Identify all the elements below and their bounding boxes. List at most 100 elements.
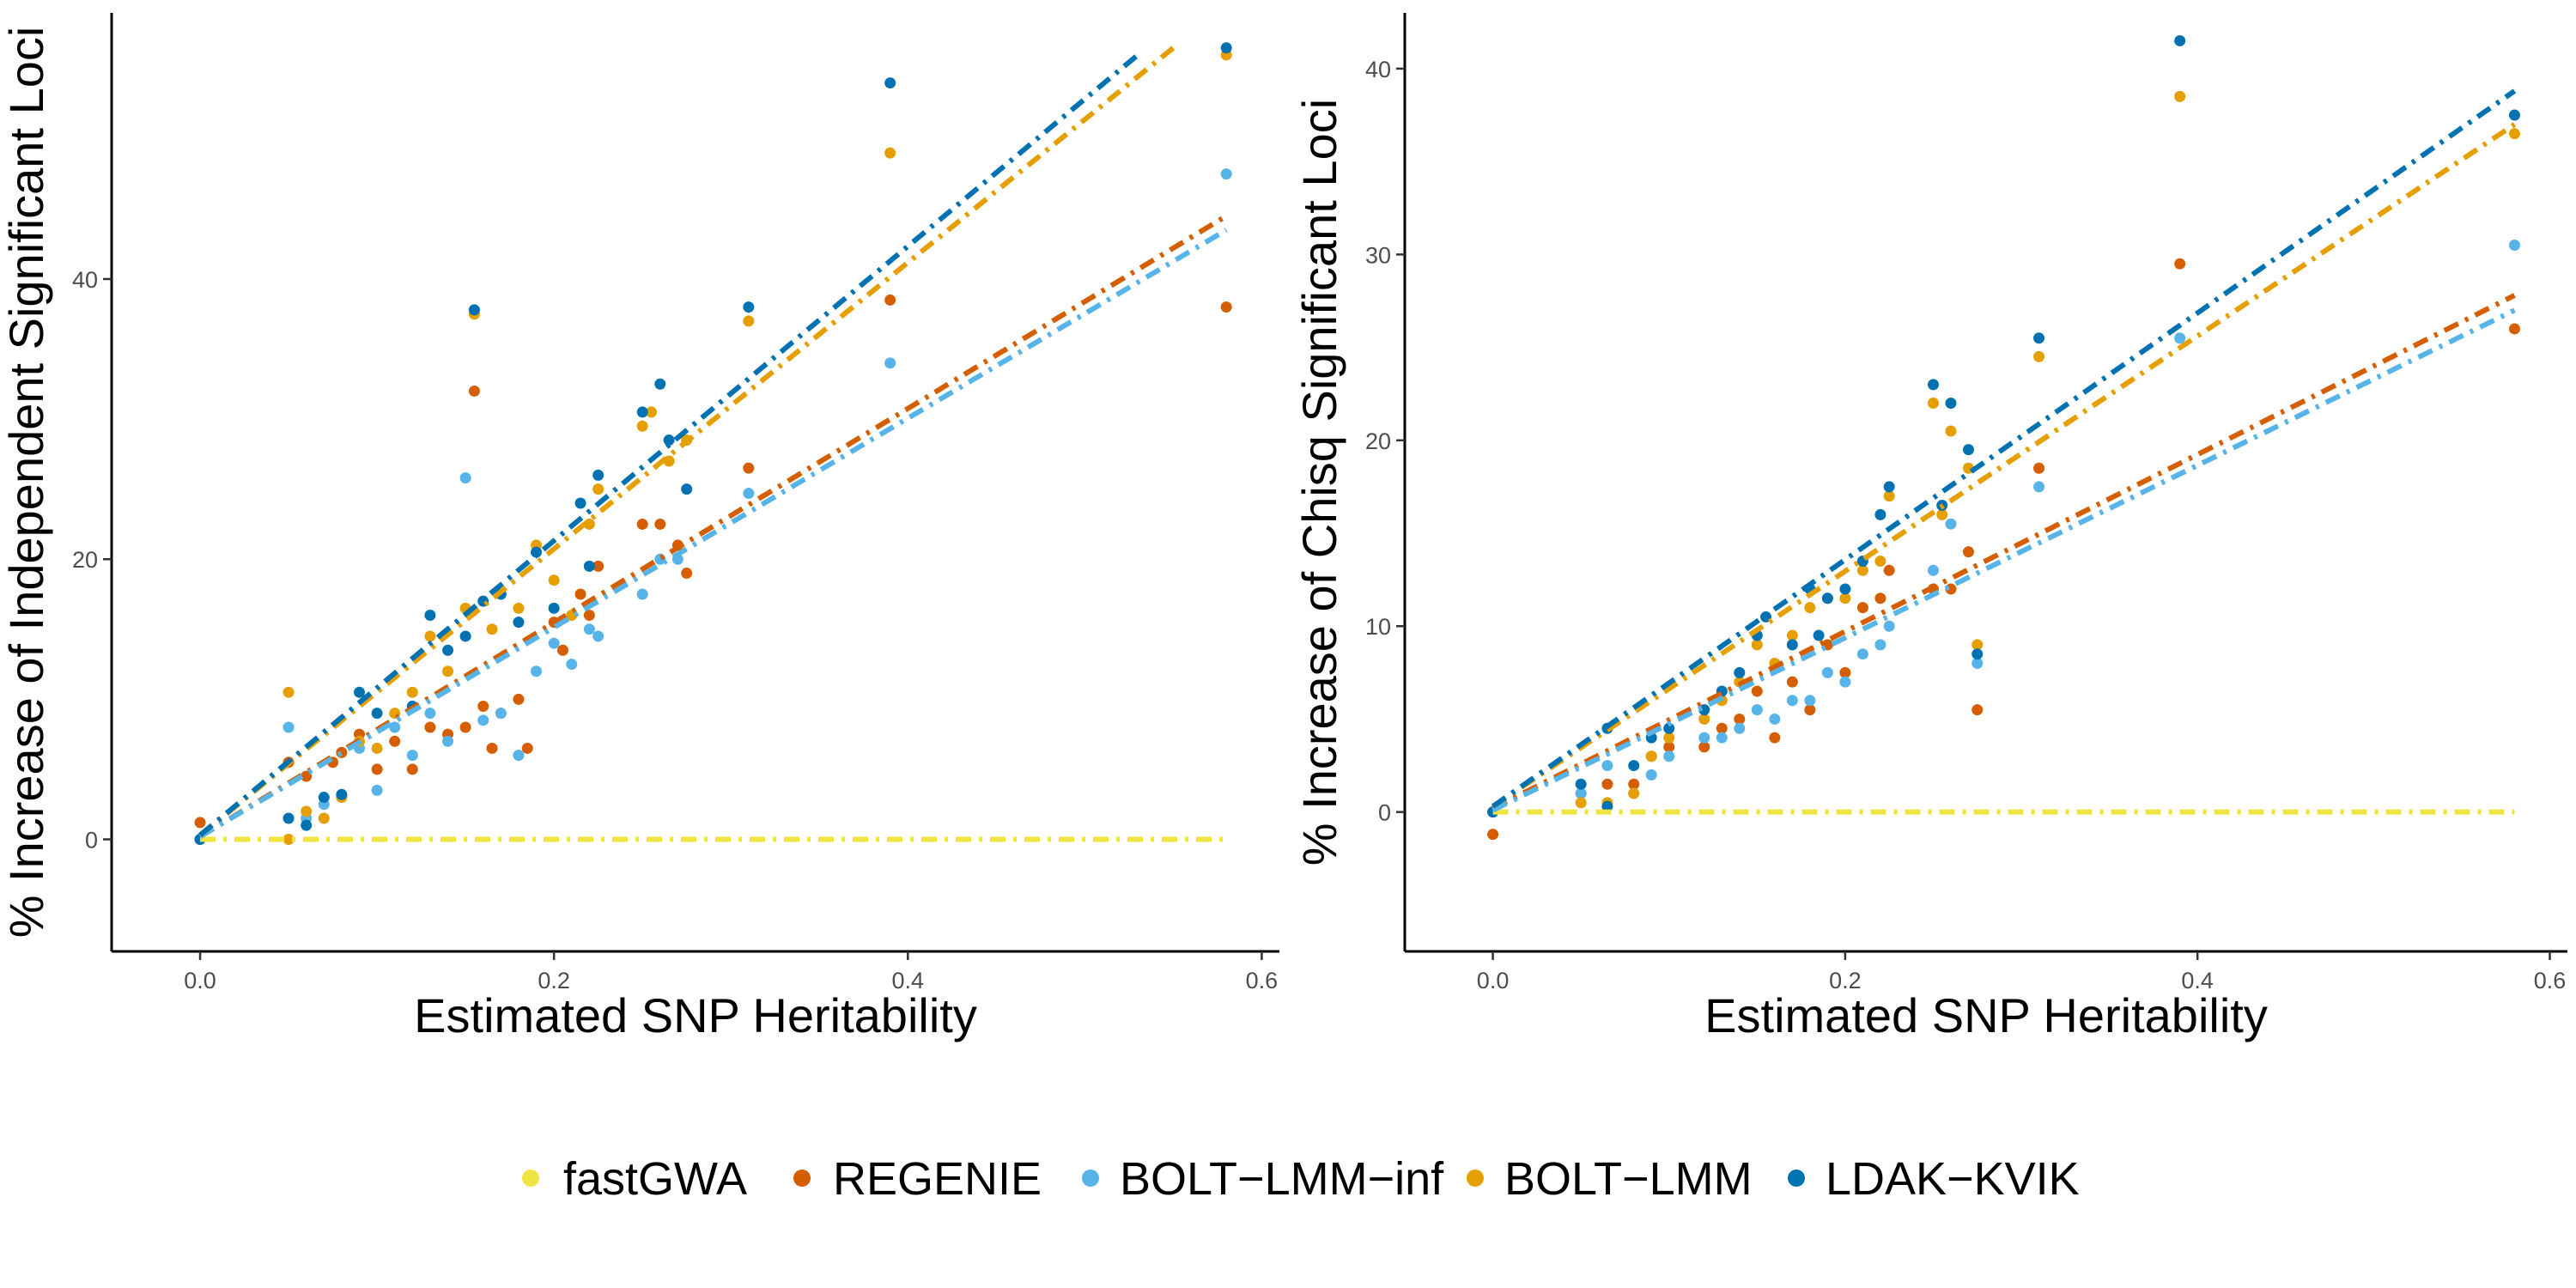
point-ldak-kvik — [1663, 722, 1675, 734]
point-regenie — [2033, 462, 2045, 474]
point-regenie — [194, 817, 206, 829]
point-ldak-kvik — [1628, 760, 1640, 772]
point-bolt-lmm — [1883, 490, 1895, 502]
trend-line-bolt-lmm-inf — [1492, 307, 2516, 813]
point-ldak-kvik — [663, 434, 675, 447]
x-tick-label: 0.4 — [2181, 968, 2214, 993]
point-ldak-kvik — [459, 630, 471, 642]
point-bolt-lmm — [645, 406, 657, 418]
y-axis-title: % Increase of Independent Significant Lo… — [0, 27, 53, 939]
point-bolt-lmm-inf — [1883, 620, 1895, 632]
point-bolt-lmm-inf — [2508, 240, 2520, 252]
point-regenie — [574, 588, 586, 600]
legend-label-bolt-lmm: BOLT−LMM — [1504, 1153, 1753, 1205]
point-regenie — [389, 735, 401, 747]
point-bolt-lmm — [1874, 555, 1886, 567]
point-ldak-kvik — [2508, 109, 2520, 121]
point-bolt-lmm-inf — [1839, 676, 1851, 688]
point-regenie — [1487, 829, 1499, 841]
point-bolt-lmm-inf — [583, 623, 595, 635]
point-bolt-lmm — [1575, 797, 1587, 809]
point-bolt-lmm-inf — [1971, 658, 1984, 670]
point-bolt-lmm — [884, 147, 896, 159]
point-ldak-kvik — [371, 708, 383, 720]
point-regenie — [1601, 778, 1613, 790]
point-ldak-kvik — [2174, 34, 2186, 46]
point-bolt-lmm — [1645, 750, 1657, 762]
legend-key-fastgwa — [522, 1170, 539, 1187]
legend-item-ldak-kvik: LDAK−KVIK — [1788, 1153, 2080, 1205]
point-bolt-lmm-inf — [1769, 713, 1781, 725]
trend-line-bolt-lmm-inf — [198, 228, 1228, 839]
point-bolt-lmm-inf — [1698, 732, 1710, 744]
legend-item-bolt-lmm-inf: BOLT−LMM−inf — [1082, 1153, 1444, 1205]
point-ldak-kvik — [884, 77, 896, 89]
point-bolt-lmm-inf — [459, 472, 471, 484]
legend-item-bolt-lmm: BOLT−LMM — [1467, 1153, 1753, 1205]
y-tick-label: 10 — [1365, 614, 1391, 640]
point-bolt-lmm-inf — [1220, 168, 1232, 180]
point-regenie — [1698, 741, 1710, 753]
x-tick-label: 0.0 — [1477, 968, 1510, 993]
point-regenie — [1874, 592, 1886, 605]
point-bolt-lmm-inf — [884, 357, 896, 369]
legend-key-bolt-lmm — [1467, 1170, 1484, 1187]
legend-key-regenie — [793, 1170, 811, 1187]
legend: fastGWA REGENIE BOLT−LMM−inf BOLT−LMM LD… — [522, 1153, 2080, 1205]
point-regenie — [636, 518, 648, 530]
x-axis-title: Estimated SNP Heritability — [1704, 988, 2268, 1042]
point-regenie — [301, 770, 313, 782]
point-bolt-lmm-inf — [1601, 760, 1613, 772]
point-ldak-kvik — [592, 469, 605, 481]
point-bolt-lmm — [743, 315, 755, 327]
point-ldak-kvik — [424, 609, 436, 621]
point-regenie — [1883, 564, 1895, 576]
point-regenie — [1628, 778, 1640, 790]
point-ldak-kvik — [1971, 648, 1984, 660]
point-regenie — [468, 385, 480, 397]
y-tick-label: 20 — [72, 547, 98, 573]
point-regenie — [2508, 323, 2520, 335]
point-ldak-kvik — [1601, 800, 1613, 812]
point-regenie — [1856, 602, 1868, 614]
point-bolt-lmm — [301, 805, 313, 817]
point-ldak-kvik — [1698, 704, 1710, 716]
point-bolt-lmm-inf — [1751, 704, 1763, 716]
legend-item-regenie: REGENIE — [793, 1153, 1042, 1205]
plot-area — [194, 42, 1232, 845]
point-bolt-lmm-inf — [2033, 481, 2045, 493]
point-bolt-lmm-inf — [2174, 332, 2186, 344]
point-ldak-kvik — [583, 560, 595, 572]
point-regenie — [486, 742, 498, 754]
point-bolt-lmm — [1971, 639, 1984, 651]
point-bolt-lmm-inf — [1575, 787, 1587, 799]
trend-line-ldak-kvik — [198, 52, 1140, 837]
point-regenie — [1839, 666, 1851, 678]
point-bolt-lmm — [548, 574, 560, 586]
point-bolt-lmm — [406, 686, 418, 698]
point-regenie — [743, 462, 755, 474]
point-ldak-kvik — [548, 602, 560, 614]
point-ldak-kvik — [513, 617, 525, 629]
point-ldak-kvik — [353, 686, 365, 698]
point-bolt-lmm-inf — [495, 708, 507, 720]
point-bolt-lmm — [1945, 425, 1957, 437]
point-bolt-lmm — [1751, 639, 1763, 651]
point-regenie — [521, 742, 533, 754]
point-ldak-kvik — [574, 497, 586, 509]
point-bolt-lmm — [636, 420, 648, 432]
point-ldak-kvik — [442, 644, 454, 656]
legend-key-bolt-lmm-inf — [1082, 1170, 1099, 1187]
y-tick-label: 20 — [1365, 428, 1391, 454]
point-regenie — [1804, 704, 1816, 716]
point-ldak-kvik — [1786, 639, 1798, 651]
point-ldak-kvik — [1220, 42, 1232, 54]
point-bolt-lmm — [371, 742, 383, 754]
point-bolt-lmm-inf — [283, 721, 295, 733]
point-regenie — [371, 763, 383, 775]
point-regenie — [1663, 741, 1675, 753]
point-bolt-lmm — [1839, 592, 1851, 605]
point-ldak-kvik — [1813, 629, 1825, 641]
panel-independent-loci: 0.0 0.2 0.4 0.6 0 20 40 Estimated SNP Heritabil… — [0, 13, 1279, 1042]
